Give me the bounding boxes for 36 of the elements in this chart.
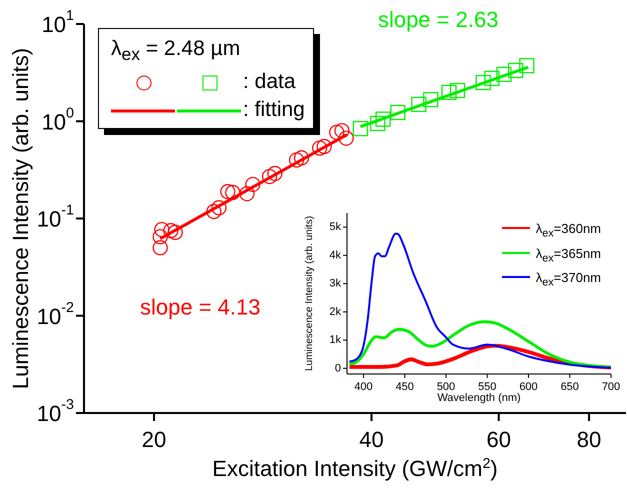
y-tick-label: 4k <box>329 249 342 262</box>
x-axis-title: Wavelength (nm) <box>437 392 521 404</box>
y-tick-label: 10$^{0}$ <box>42 105 74 134</box>
x-tick-label: 500 <box>436 381 456 393</box>
legend-label: λ$_{ex}$=360nm <box>536 221 601 240</box>
legend-label: : data <box>243 70 296 94</box>
line-series <box>348 232 611 369</box>
legend-title: λ$_{ex}$ = 2.48 µm <box>111 36 242 66</box>
y-tick-label: 10$^{-1}$ <box>36 202 74 231</box>
legend-label: : fitting <box>243 98 305 122</box>
y-tick-label: 10$^{1}$ <box>42 8 74 36</box>
y-tick-label: 10$^{-3}$ <box>36 397 74 426</box>
x-tick-label: 450 <box>396 381 414 393</box>
annotation: slope = 4.13 <box>140 294 260 320</box>
legend-label: λ$_{ex}$=365nm <box>536 246 601 264</box>
x-tick-label: 80 <box>576 426 602 452</box>
y-tick-label: 3k <box>329 278 342 290</box>
y-tick-label: 0 <box>334 362 341 374</box>
x-tick-label: 550 <box>478 381 496 393</box>
x-tick-label: 60 <box>486 426 512 452</box>
line-series <box>348 320 611 369</box>
x-axis-title: Excitation Intensity (GW/cm$^{2}$) <box>212 456 498 481</box>
legend-label: λ$_{ex}$=370nm <box>536 270 601 289</box>
y-tick-label: 5k <box>329 221 342 234</box>
x-tick-label: 40 <box>359 426 384 452</box>
x-tick-label: 700 <box>602 381 620 393</box>
y-axis-title: Luminescence Intensity (arb. units) <box>8 48 32 390</box>
annotation: slope = 2.63 <box>378 6 498 32</box>
x-tick-label: 650 <box>560 381 579 393</box>
y-axis-title: Luminescence Intensity (arb. units) <box>304 216 314 372</box>
y-tick-label: 10$^{-2}$ <box>36 300 74 328</box>
x-tick-label: 20 <box>142 426 166 452</box>
x-tick-label: 400 <box>354 381 373 393</box>
y-tick-label: 2k <box>329 306 342 318</box>
y-tick-label: 1k <box>329 334 342 346</box>
x-tick-label: 600 <box>519 381 538 393</box>
